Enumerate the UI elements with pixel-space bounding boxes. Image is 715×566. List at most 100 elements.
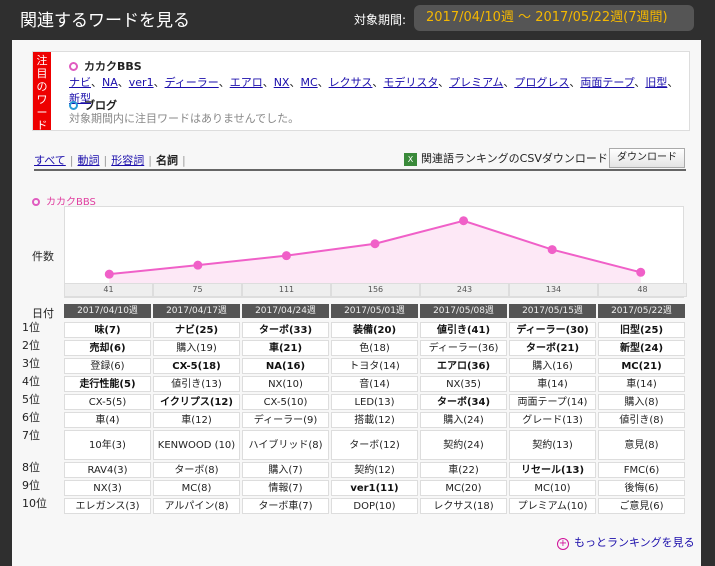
value-label: 41: [64, 283, 153, 297]
featured-word-link[interactable]: エアロ: [229, 76, 263, 89]
ranking-cell[interactable]: 登録(6): [64, 358, 151, 374]
tab-3[interactable]: 名詞: [155, 154, 178, 167]
ranking-cell[interactable]: 値引き(8): [598, 412, 685, 428]
ranking-cell[interactable]: LED(13): [331, 394, 418, 410]
chart-point[interactable]: [281, 251, 291, 261]
ranking-cell[interactable]: 契約(24): [420, 430, 507, 460]
ranking-cell[interactable]: DOP(10): [331, 498, 418, 514]
ranking-cell[interactable]: ディーラー(30): [509, 322, 596, 338]
featured-word-link[interactable]: 旧型: [645, 76, 668, 89]
featured-word-link[interactable]: プログレス: [514, 76, 570, 89]
download-button[interactable]: ダウンロード: [609, 148, 685, 168]
ranking-cell[interactable]: 味(7): [64, 322, 151, 338]
ranking-cell[interactable]: ターボ(21): [509, 340, 596, 356]
ranking-cell[interactable]: 搭載(12): [331, 412, 418, 428]
chart-point[interactable]: [104, 269, 114, 279]
ranking-cell[interactable]: ディーラー(36): [420, 340, 507, 356]
ranking-cell[interactable]: 購入(24): [420, 412, 507, 428]
ranking-cell[interactable]: ターボ(8): [153, 462, 240, 478]
ranking-cell[interactable]: ナビ(25): [153, 322, 240, 338]
featured-word-link[interactable]: レクサス: [328, 76, 373, 89]
ranking-cell[interactable]: 契約(12): [331, 462, 418, 478]
ranking-cell[interactable]: ターボ(12): [331, 430, 418, 460]
ranking-cell[interactable]: エレガンス(3): [64, 498, 151, 514]
ranking-cell[interactable]: ターボ車(7): [242, 498, 329, 514]
featured-word-link[interactable]: 両面テープ: [580, 76, 635, 89]
chart-point[interactable]: [547, 245, 557, 255]
ranking-cell[interactable]: 売却(6): [64, 340, 151, 356]
featured-word-link[interactable]: ナビ: [69, 76, 91, 89]
ranking-cell[interactable]: NA(16): [242, 358, 329, 374]
ranking-cell[interactable]: MC(10): [509, 480, 596, 496]
ranking-cell[interactable]: MC(21): [598, 358, 685, 374]
ranking-cell[interactable]: 色(18): [331, 340, 418, 356]
ranking-cell[interactable]: NX(35): [420, 376, 507, 392]
ranking-cell[interactable]: 契約(13): [509, 430, 596, 460]
ranking-cell[interactable]: KENWOOD (10): [153, 430, 240, 460]
ranking-cell[interactable]: イクリプス(12): [153, 394, 240, 410]
ranking-cell[interactable]: 旧型(25): [598, 322, 685, 338]
ranking-cell[interactable]: 値引き(41): [420, 322, 507, 338]
ranking-cell[interactable]: CX-5(5): [64, 394, 151, 410]
ranking-cell[interactable]: NX(3): [64, 480, 151, 496]
ranking-cell[interactable]: リセール(13): [509, 462, 596, 478]
ranking-cell[interactable]: ターボ(34): [420, 394, 507, 410]
more-ranking-link[interactable]: + もっとランキングを見る: [557, 534, 695, 550]
ranking-cell[interactable]: ver1(11): [331, 480, 418, 496]
ranking-cell[interactable]: 新型(24): [598, 340, 685, 356]
ranking-cell[interactable]: 意見(8): [598, 430, 685, 460]
chart-point[interactable]: [459, 216, 469, 226]
ranking-cell[interactable]: 購入(16): [509, 358, 596, 374]
ranking-cell[interactable]: FMC(6): [598, 462, 685, 478]
ranking-cell[interactable]: 値引き(13): [153, 376, 240, 392]
ranking-cell[interactable]: ご意見(6): [598, 498, 685, 514]
ranking-cell[interactable]: NX(10): [242, 376, 329, 392]
featured-word-link[interactable]: ディーラー: [164, 76, 219, 89]
featured-word-link[interactable]: MC: [300, 76, 318, 89]
ranking-cell[interactable]: MC(8): [153, 480, 240, 496]
ranking-cell[interactable]: エアロ(36): [420, 358, 507, 374]
chart-point[interactable]: [193, 260, 203, 270]
ranking-cell[interactable]: 音(14): [331, 376, 418, 392]
ranking-cell[interactable]: 両面テープ(14): [509, 394, 596, 410]
ranking-cell[interactable]: アルパイン(8): [153, 498, 240, 514]
ranking-cell[interactable]: プレミアム(10): [509, 498, 596, 514]
ranking-cell[interactable]: 購入(8): [598, 394, 685, 410]
ranking-row: 1位 味(7) ナビ(25) ターボ(33) 装備(20) 値引き(41) ディーラー(30…: [22, 322, 685, 338]
ranking-cell[interactable]: CX-5(18): [153, 358, 240, 374]
ranking-cell[interactable]: 車(12): [153, 412, 240, 428]
ranking-cell[interactable]: 車(14): [598, 376, 685, 392]
ranking-cell[interactable]: 後悔(6): [598, 480, 685, 496]
chart-point[interactable]: [370, 239, 380, 249]
ranking-cell[interactable]: 車(14): [509, 376, 596, 392]
ranking-cell[interactable]: 走行性能(5): [64, 376, 151, 392]
ranking-cell[interactable]: CX-5(10): [242, 394, 329, 410]
value-label: 111: [242, 283, 331, 297]
ranking-cell[interactable]: 車(22): [420, 462, 507, 478]
featured-word-link[interactable]: ver1: [128, 76, 154, 89]
ranking-cell[interactable]: 車(4): [64, 412, 151, 428]
featured-word-link[interactable]: NA: [102, 76, 118, 89]
ranking-cell[interactable]: 購入(7): [242, 462, 329, 478]
ranking-cell[interactable]: グレード(13): [509, 412, 596, 428]
ranking-cell[interactable]: RAV4(3): [64, 462, 151, 478]
tab-0[interactable]: すべて: [34, 154, 66, 167]
ranking-cell[interactable]: レクサス(18): [420, 498, 507, 514]
ranking-cell[interactable]: ターボ(33): [242, 322, 329, 338]
ranking-cell[interactable]: 購入(19): [153, 340, 240, 356]
featured-word-link[interactable]: プレミアム: [449, 76, 504, 89]
ranking-cell[interactable]: トヨタ(14): [331, 358, 418, 374]
tab-1[interactable]: 動詞: [77, 154, 100, 167]
ranking-cell[interactable]: 情報(7): [242, 480, 329, 496]
chart-point[interactable]: [636, 267, 646, 277]
ranking-cell[interactable]: 車(21): [242, 340, 329, 356]
featured-word-link[interactable]: モデリスタ: [383, 76, 439, 89]
ranking-cell[interactable]: ディーラー(9): [242, 412, 329, 428]
ranking-cell[interactable]: ハイブリッド(8): [242, 430, 329, 460]
ranking-cell[interactable]: 装備(20): [331, 322, 418, 338]
tab-2[interactable]: 形容詞: [111, 154, 145, 167]
featured-word-link[interactable]: NX: [273, 76, 290, 89]
ranking-cell[interactable]: 10年(3): [64, 430, 151, 460]
ranking-cell[interactable]: MC(20): [420, 480, 507, 496]
source-blog: ブログ: [69, 97, 117, 113]
